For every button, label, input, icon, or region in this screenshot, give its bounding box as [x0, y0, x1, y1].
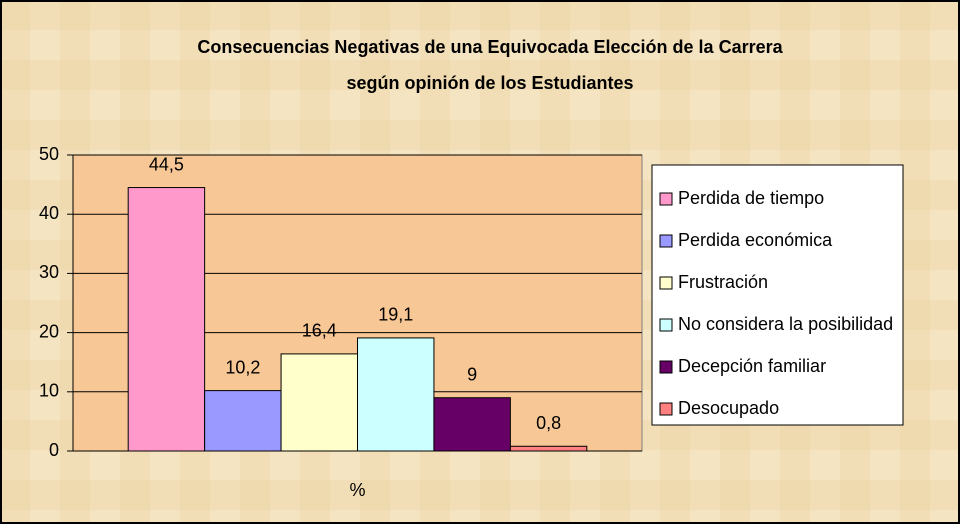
value-label: 0,8	[536, 413, 561, 433]
legend-label: Decepción familiar	[678, 356, 826, 376]
legend-swatch	[659, 192, 673, 206]
legend-swatch	[659, 318, 673, 332]
legend-swatch	[659, 276, 673, 290]
value-label: 16,4	[302, 321, 337, 341]
x-tick-label: %	[349, 480, 365, 500]
legend-label: Frustración	[678, 272, 768, 292]
chart-title: según opinión de los Estudiantes	[346, 73, 633, 93]
y-tick-label: 10	[39, 381, 59, 401]
bar	[280, 353, 358, 452]
bar	[433, 397, 511, 452]
bar	[357, 337, 435, 452]
chart-title: Consecuencias Negativas de una Equivocad…	[197, 37, 783, 57]
legend-swatch	[659, 234, 673, 248]
y-tick-label: 40	[39, 203, 59, 223]
legend-swatch	[659, 402, 673, 416]
value-label: 10,2	[225, 357, 260, 377]
value-label: 9	[467, 364, 477, 384]
y-tick-label: 50	[39, 144, 59, 164]
bar	[204, 390, 282, 452]
legend-label: Desocupado	[678, 398, 779, 418]
legend-swatch	[659, 360, 673, 374]
value-label: 44,5	[149, 154, 184, 174]
y-tick-label: 0	[49, 440, 59, 460]
legend-label: No considera la posibilidad	[678, 314, 893, 334]
bar	[127, 187, 206, 452]
legend-label: Perdida económica	[678, 230, 833, 250]
bar	[509, 445, 588, 452]
value-label: 19,1	[378, 305, 413, 325]
legend-label: Perdida de tiempo	[678, 188, 824, 208]
y-tick-label: 30	[39, 262, 59, 282]
y-tick-label: 20	[39, 321, 59, 341]
legend	[651, 164, 904, 426]
